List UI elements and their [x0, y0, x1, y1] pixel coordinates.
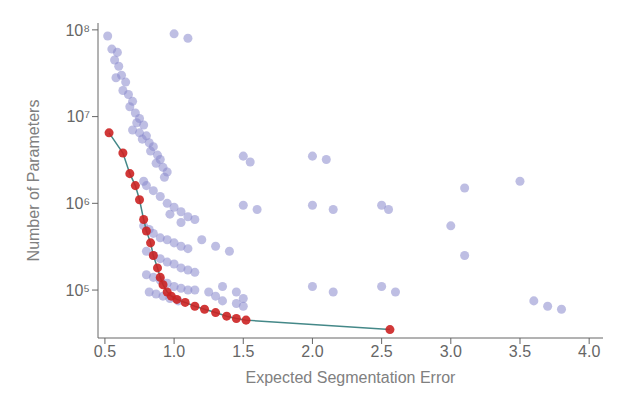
svg-text:10⁶: 10⁶: [66, 195, 90, 212]
svg-text:10⁷: 10⁷: [66, 108, 90, 125]
svg-text:10⁸: 10⁸: [65, 22, 90, 39]
svg-text:2.0: 2.0: [301, 343, 323, 360]
svg-text:3.0: 3.0: [440, 343, 462, 360]
svg-text:Number of Parameters: Number of Parameters: [25, 100, 42, 262]
svg-text:Expected Segmentation Error: Expected Segmentation Error: [246, 369, 457, 386]
svg-text:10⁵: 10⁵: [66, 282, 90, 299]
svg-text:0.5: 0.5: [94, 343, 116, 360]
svg-text:1.5: 1.5: [232, 343, 254, 360]
svg-text:3.5: 3.5: [509, 343, 531, 360]
svg-text:4.0: 4.0: [578, 343, 600, 360]
svg-text:2.5: 2.5: [371, 343, 393, 360]
svg-text:1.0: 1.0: [163, 343, 185, 360]
